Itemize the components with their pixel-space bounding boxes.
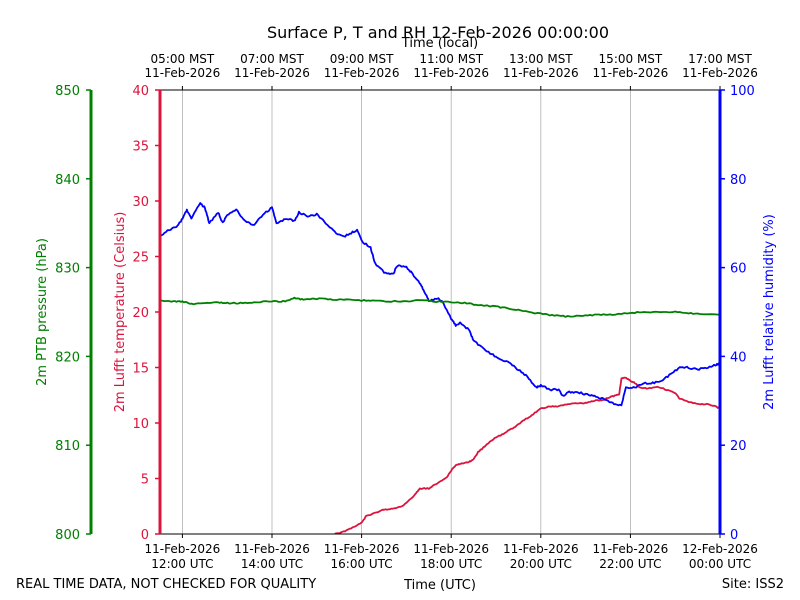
temperature-axis: 0 5 10 15 20 25 30 35 40	[132, 84, 162, 543]
series-layer	[159, 202, 721, 535]
top-tick-date: 11-Feb-2026	[234, 66, 310, 80]
temperature-tick-label: 15	[132, 362, 149, 377]
pressure-tick-label: 810	[55, 439, 80, 454]
bottom-tick-time: 16:00 UTC	[331, 557, 393, 571]
bottom-tick-date: 11-Feb-2026	[593, 542, 669, 556]
humidity-axis-label: 2m Lufft relative humidity (%)	[762, 214, 777, 410]
bottom-tick-time: 18:00 UTC	[420, 557, 482, 571]
gridlines	[181, 90, 631, 534]
humidity-tick-label: 60	[730, 262, 747, 277]
humidity-tick-label: 80	[730, 173, 747, 188]
top-tick-date: 11-Feb-2026	[413, 66, 489, 80]
top-tick-time: 11:00 MST	[419, 52, 483, 66]
pressure-series-line	[159, 296, 721, 318]
humidity-tick-label: 0	[730, 528, 738, 543]
bottom-tick-date: 12-Feb-2026	[682, 542, 758, 556]
bottom-tick-date: 11-Feb-2026	[324, 542, 400, 556]
pressure-tick-label: 830	[55, 262, 80, 277]
bottom-tick-date: 11-Feb-2026	[145, 542, 221, 556]
bottom-tick-time: 14:00 UTC	[241, 557, 303, 571]
bottom-tick-time: 22:00 UTC	[599, 557, 661, 571]
humidity-tick-label: 40	[730, 350, 747, 365]
site-label: Site: ISS2	[722, 577, 784, 592]
temperature-tick-label: 20	[132, 306, 149, 321]
bottom-tick-date: 11-Feb-2026	[413, 542, 489, 556]
temperature-tick-label: 25	[132, 251, 149, 266]
temperature-tick-label: 40	[132, 84, 149, 99]
quality-disclaimer: REAL TIME DATA, NOT CHECKED FOR QUALITY	[16, 577, 316, 592]
top-tick-date: 11-Feb-2026	[682, 66, 758, 80]
top-tick-time: 05:00 MST	[151, 52, 215, 66]
humidity-tick-label: 100	[730, 84, 755, 99]
top-tick-date: 11-Feb-2026	[324, 66, 400, 80]
temperature-tick-label: 30	[132, 195, 149, 210]
bottom-tick-time: 00:00 UTC	[689, 557, 751, 571]
top-tick-date: 11-Feb-2026	[593, 66, 669, 80]
pressure-tick-label: 840	[55, 173, 80, 188]
temperature-axis-label: 2m Lufft temperature (Celsius)	[113, 212, 128, 413]
top-tick-time: 07:00 MST	[240, 52, 304, 66]
top-tick-time: 17:00 MST	[688, 52, 752, 66]
humidity-series-line	[159, 202, 721, 407]
top-tick-date: 11-Feb-2026	[503, 66, 579, 80]
pressure-axis: 800 810 820 830 840 850	[55, 84, 93, 543]
temperature-tick-label: 0	[141, 528, 149, 543]
temperature-tick-label: 5	[141, 473, 149, 488]
top-tick-time: 13:00 MST	[509, 52, 573, 66]
temperature-tick-label: 35	[132, 140, 149, 155]
pressure-axis-label: 2m PTB pressure (hPa)	[35, 238, 50, 386]
humidity-tick-label: 20	[730, 439, 747, 454]
top-tick-time: 09:00 MST	[330, 52, 394, 66]
top-axis-label: Time (local)	[401, 36, 478, 51]
bottom-tick-time: 20:00 UTC	[510, 557, 572, 571]
top-tick-time: 15:00 MST	[599, 52, 663, 66]
bottom-tick-date: 11-Feb-2026	[234, 542, 310, 556]
pressure-tick-label: 850	[55, 84, 80, 99]
top-tick-date: 11-Feb-2026	[145, 66, 221, 80]
x-axis-label: Time (UTC)	[403, 578, 476, 593]
temperature-tick-label: 10	[132, 417, 149, 432]
chart-title: Surface P, T and RH 12-Feb-2026 00:00:00	[267, 23, 609, 42]
pressure-tick-label: 800	[55, 528, 80, 543]
temperature-series-line	[334, 376, 721, 535]
humidity-axis: 0 20 40 60 80 100	[718, 84, 755, 543]
pressure-tick-label: 820	[55, 350, 80, 365]
bottom-tick-time: 12:00 UTC	[151, 557, 213, 571]
bottom-tick-date: 11-Feb-2026	[503, 542, 579, 556]
